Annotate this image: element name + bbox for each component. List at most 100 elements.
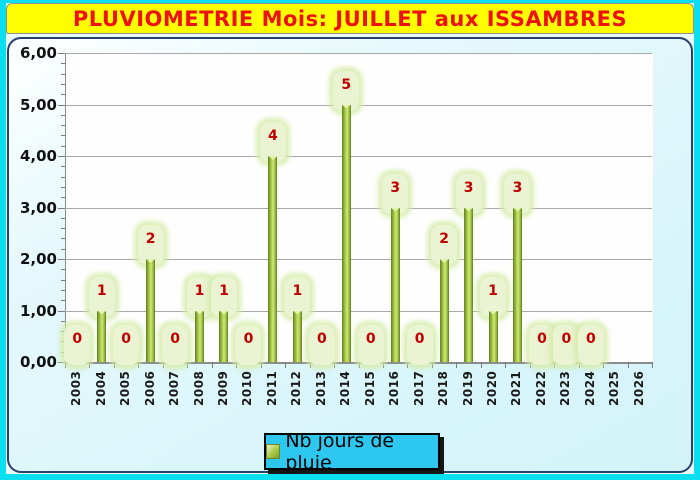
x-axis-label-2010: 2010 (240, 370, 255, 406)
x-axis-label-2018: 2018 (436, 370, 451, 406)
gridline (65, 53, 652, 54)
y-major-tick (58, 259, 65, 260)
x-axis-label-2015: 2015 (362, 370, 377, 406)
x-axis-label-2017: 2017 (411, 370, 426, 406)
data-label-2005: 0 (113, 325, 140, 365)
y-minor-tick (61, 125, 65, 127)
y-axis-label: 2,00 (19, 250, 57, 268)
x-axis-label-2004: 2004 (93, 370, 108, 406)
x-axis-tick (529, 362, 531, 368)
bar-2008 (195, 310, 205, 362)
y-minor-tick (61, 248, 65, 250)
x-axis-label-2011: 2011 (264, 370, 279, 406)
x-axis-label-2016: 2016 (387, 370, 402, 406)
y-axis-label: 1,00 (19, 301, 57, 320)
data-label-2022: 0 (528, 325, 555, 365)
bar-2019 (464, 207, 474, 362)
bar-2004 (97, 310, 107, 362)
x-axis-label-2013: 2013 (313, 370, 328, 406)
y-axis-label: 4,00 (19, 147, 57, 165)
y-major-tick (58, 362, 65, 363)
gridline (65, 207, 652, 209)
y-minor-tick (61, 83, 65, 85)
data-label-2015: 0 (357, 325, 384, 365)
x-axis-tick (431, 362, 433, 368)
y-minor-tick (61, 135, 65, 137)
data-label-2018: 2 (431, 225, 458, 265)
x-axis-label-2007: 2007 (167, 370, 182, 406)
x-axis-label-2019: 2019 (460, 370, 475, 406)
y-axis-label: 5,00 (19, 95, 57, 114)
data-label-2016: 3 (382, 173, 409, 214)
chart-title-bar: PLUVIOMETRIE Mois: JUILLET aux ISSAMBRES (6, 3, 694, 34)
x-axis-tick (211, 362, 213, 368)
legend-marker-icon (266, 444, 281, 459)
y-minor-tick (61, 217, 65, 219)
x-axis-label-2006: 2006 (142, 370, 157, 406)
legend: Nb jours de pluie (264, 430, 440, 474)
x-axis-label-2023: 2023 (558, 370, 573, 406)
y-minor-tick (61, 320, 65, 322)
x-axis-label-2025: 2025 (607, 370, 622, 406)
x-axis-tick (187, 362, 189, 368)
y-minor-tick (61, 94, 65, 96)
chart-title: PLUVIOMETRIE Mois: JUILLET aux ISSAMBRES (72, 6, 628, 31)
y-minor-tick (61, 197, 65, 199)
x-axis-tick (407, 362, 409, 368)
data-label-2023: 0 (553, 325, 580, 365)
y-minor-tick (61, 269, 65, 271)
x-axis-label-2012: 2012 (289, 370, 304, 406)
y-minor-tick (61, 300, 65, 302)
gridline (65, 104, 652, 106)
x-axis-label-2009: 2009 (215, 370, 230, 406)
x-axis-tick (382, 362, 384, 368)
data-label-2021: 3 (504, 173, 531, 214)
x-axis-tick (285, 362, 287, 368)
x-axis-tick (603, 362, 605, 368)
gridline (65, 156, 652, 157)
y-axis-label: 3,00 (19, 198, 57, 217)
y-major-tick (58, 53, 65, 54)
y-minor-tick (61, 331, 65, 333)
bar-2021 (512, 207, 522, 362)
y-major-tick (58, 310, 65, 312)
data-label-2007: 0 (162, 325, 189, 365)
x-axis-tick (334, 362, 336, 368)
y-major-tick (58, 207, 65, 209)
data-label-2004: 1 (88, 276, 115, 317)
data-label-2009: 1 (210, 276, 237, 317)
bar-2009 (219, 310, 229, 362)
x-axis-tick (652, 362, 653, 368)
bar-2020 (488, 310, 498, 362)
y-minor-tick (61, 238, 65, 240)
data-label-2010: 0 (235, 325, 262, 365)
x-axis-tick (236, 362, 238, 368)
x-axis-tick (309, 362, 311, 368)
x-axis-label-2026: 2026 (631, 370, 646, 406)
data-label-2008: 1 (186, 276, 213, 317)
x-axis-label-2005: 2005 (118, 370, 133, 406)
x-axis-tick (578, 362, 580, 368)
y-minor-tick (61, 166, 65, 168)
data-label-2003: 0 (64, 325, 91, 365)
x-axis-label-2020: 2020 (485, 370, 500, 406)
gridline (65, 259, 652, 260)
bar-2016 (390, 207, 400, 362)
x-axis-label-2024: 2024 (582, 370, 597, 406)
y-minor-tick (61, 186, 65, 188)
y-minor-tick (61, 351, 65, 353)
x-axis-label-2014: 2014 (338, 370, 353, 406)
y-major-tick (58, 104, 65, 106)
y-minor-tick (61, 228, 65, 230)
data-label-2020: 1 (480, 276, 507, 317)
x-axis-tick (162, 362, 164, 368)
y-minor-tick (61, 279, 65, 281)
y-minor-tick (61, 289, 65, 291)
x-axis-tick (138, 362, 140, 368)
bar-2012 (292, 310, 302, 362)
y-minor-tick (61, 176, 65, 178)
data-label-2024: 0 (577, 325, 604, 365)
x-axis-tick (627, 362, 629, 368)
x-axis-tick (358, 362, 360, 368)
